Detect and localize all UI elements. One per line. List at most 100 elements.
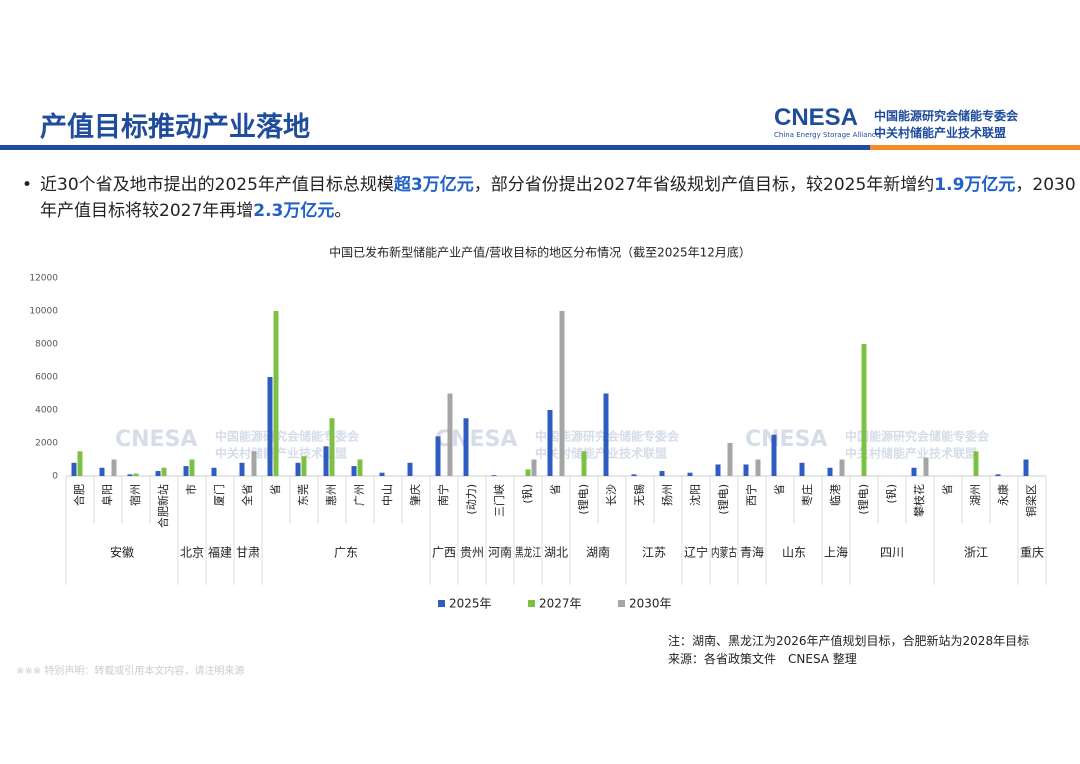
bar xyxy=(71,462,77,476)
bar xyxy=(861,344,867,476)
bar xyxy=(827,467,833,476)
chart-title: 中国已发布新型储能产业产值/营收目标的地区分布情况（截至2025年12月底） xyxy=(329,245,751,260)
page-title: 产值目标推动产业落地 xyxy=(40,112,310,143)
watermark-org: 中国能源研究会储能专委会 xyxy=(845,429,990,444)
watermark-logo: CNESA xyxy=(435,427,517,452)
y-tick-label: 0 xyxy=(52,472,58,482)
x-tick-label: 合肥 xyxy=(72,484,86,506)
watermark-org: 中关村储能产业技术联盟 xyxy=(215,446,347,461)
bar xyxy=(531,459,537,476)
x-tick-label: 长沙 xyxy=(605,484,618,506)
bar xyxy=(357,459,363,476)
bar xyxy=(77,451,83,476)
legend-swatch xyxy=(528,600,535,607)
y-tick-label: 2000 xyxy=(35,439,58,449)
bar xyxy=(273,311,279,476)
bar xyxy=(239,462,245,476)
x-tick-label: 市 xyxy=(184,484,198,495)
watermark-org: 中关村储能产业技术联盟 xyxy=(845,446,977,461)
y-tick-label: 4000 xyxy=(35,406,58,416)
group-label: 湖北 xyxy=(544,545,568,560)
highlight: 1.9万亿元 xyxy=(934,175,1016,195)
group-label: 贵州 xyxy=(460,546,484,560)
x-tick-label: 省 xyxy=(549,484,562,495)
highlight: 超3万亿元 xyxy=(393,175,474,195)
legend-swatch xyxy=(618,600,625,607)
x-tick-label: 省 xyxy=(773,484,786,495)
bar xyxy=(491,475,497,476)
bar xyxy=(351,466,357,476)
group-label: 北京 xyxy=(180,546,204,560)
group-label: 上海 xyxy=(824,545,848,560)
disclaimer: ※※※ 特别声明：转载或引用本文内容，请注明来源 xyxy=(16,666,245,677)
bar xyxy=(973,451,979,476)
x-tick-label: 湖州 xyxy=(969,484,982,506)
bar xyxy=(329,418,335,476)
logo: CNESA xyxy=(774,104,859,131)
bullet: • 近30个省及地市提出的2025年产值目标总规模超3万亿元，部分省份提出2027… xyxy=(20,172,1080,224)
bar xyxy=(211,467,217,476)
y-tick-label: 10000 xyxy=(29,307,58,317)
highlight: 2.3万亿元 xyxy=(253,201,335,221)
legend-label: 2025年 xyxy=(449,597,492,611)
bar xyxy=(525,469,531,476)
bar xyxy=(301,456,307,476)
x-tick-label: 合肥新站 xyxy=(156,484,170,528)
text: 近30个省及地市提出的2025年产值目标总规模 xyxy=(40,175,394,195)
group-label: 黑龙江 xyxy=(515,546,541,560)
x-tick-label: 中山 xyxy=(381,484,394,506)
bar xyxy=(251,451,257,476)
group-label: 广西 xyxy=(432,546,456,560)
watermark-org: 中关村储能产业技术联盟 xyxy=(535,446,667,461)
x-tick-label: (钒) xyxy=(520,484,534,504)
text: 。 xyxy=(334,201,352,221)
org-name: 中关村储能产业技术联盟 xyxy=(874,126,1007,140)
x-tick-label: 三门峡 xyxy=(492,484,506,517)
x-tick-label: 枣庄 xyxy=(800,484,814,506)
y-tick-label: 8000 xyxy=(35,340,58,350)
bar xyxy=(911,467,917,476)
x-tick-label: (锂电) xyxy=(856,484,870,515)
bar xyxy=(133,473,139,476)
y-tick-label: 6000 xyxy=(35,373,58,383)
group-label: 辽宁 xyxy=(684,545,708,560)
header-bar xyxy=(0,145,870,150)
x-tick-label: 阜阳 xyxy=(101,484,114,506)
watermark-logo: CNESA xyxy=(115,427,197,452)
x-tick-label: 肇庆 xyxy=(408,484,422,506)
legend-swatch xyxy=(438,600,445,607)
group-label: 山东 xyxy=(782,546,806,560)
x-tick-label: 攀枝花 xyxy=(912,484,926,517)
bar xyxy=(559,311,565,476)
bar xyxy=(99,467,105,476)
note: 注：湖南、黑龙江为2026年产值规划目标，合肥新站为2028年目标 xyxy=(668,634,1030,648)
bar xyxy=(189,459,195,476)
header-accent xyxy=(870,145,1080,150)
x-tick-label: 惠州 xyxy=(324,484,338,506)
group-label: 福建 xyxy=(208,545,232,560)
bullet-dot: • xyxy=(22,175,33,195)
x-tick-label: 厦门 xyxy=(212,484,226,506)
group-label: 甘肃 xyxy=(236,546,260,560)
bar xyxy=(407,462,413,476)
x-tick-label: 全省 xyxy=(240,484,254,506)
legend-label: 2027年 xyxy=(539,597,582,611)
bar xyxy=(995,474,1001,476)
bar xyxy=(463,418,469,476)
bar xyxy=(743,464,749,476)
x-tick-label: 东莞 xyxy=(297,484,310,506)
bar xyxy=(799,462,805,476)
bar xyxy=(771,434,777,476)
org-name: 中国能源研究会储能专委会 xyxy=(874,109,1019,123)
note: 来源：各省政策文件 CNESA 整理 xyxy=(668,652,857,666)
bar xyxy=(155,471,161,476)
text: ，2030年产值目标将较2027年再增 xyxy=(40,175,1076,221)
bar xyxy=(379,472,385,476)
group-label: 安徽 xyxy=(110,545,134,560)
bar xyxy=(161,467,167,476)
x-tick-label: 临港 xyxy=(828,484,842,506)
bar xyxy=(923,457,929,476)
group-label: 内蒙古 xyxy=(711,545,737,560)
